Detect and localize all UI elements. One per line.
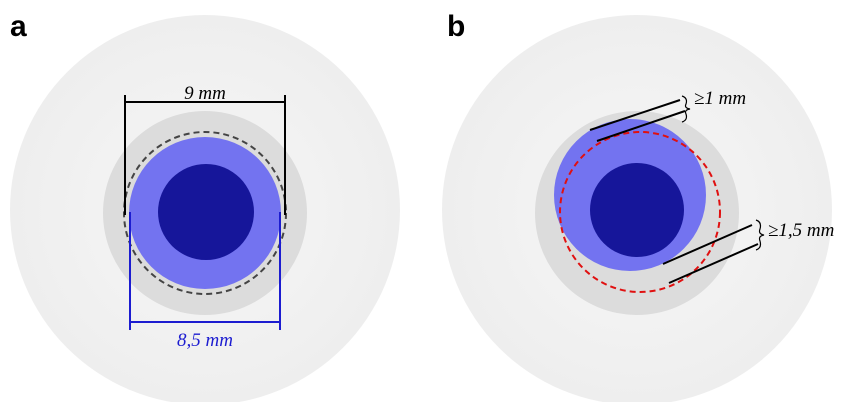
dark-core	[590, 163, 684, 257]
dimension-label: 9 mm	[184, 83, 226, 104]
panel-b: ≥1 mm ≥1,5 mm	[442, 15, 834, 402]
dark-core	[158, 164, 254, 260]
figure: a 9 mm 8,5 mm b ≥1 mm ≥1,5 mm	[0, 0, 845, 402]
dimension-label: ≥1,5 mm	[768, 220, 834, 241]
panel-a: 9 mm 8,5 mm	[10, 15, 400, 402]
dimension-label: ≥1 mm	[694, 88, 746, 109]
panel-label: a	[10, 10, 27, 43]
dimension-label: 8,5 mm	[177, 330, 233, 351]
panel-label: b	[447, 10, 465, 43]
